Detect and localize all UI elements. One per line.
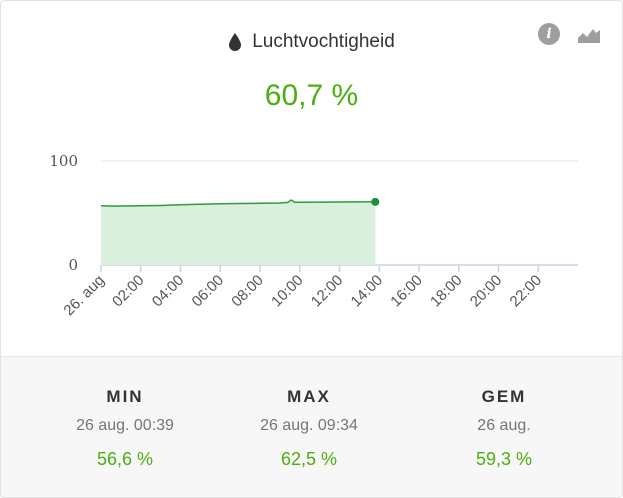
stat-min-time: 26 aug. 00:39 <box>76 417 174 434</box>
current-value: 60,7 % <box>264 79 359 112</box>
area-chart-icon[interactable] <box>578 25 600 43</box>
stat-max-time: 26 aug. 09:34 <box>260 417 358 434</box>
card-header: Luchtvochtigheid <box>1 31 622 53</box>
x-tick-label: 12:00 <box>308 272 347 311</box>
stats-footer: MIN 26 aug. 00:39 56,6 % MAX 26 aug. 09:… <box>1 356 622 497</box>
stat-min-value: 56,6 % <box>96 449 154 469</box>
x-tick-label: 16:00 <box>387 272 426 311</box>
x-tick-label: 10:00 <box>268 272 307 311</box>
x-tick-label: 14:00 <box>348 272 387 311</box>
stat-max: MAX 26 aug. 09:34 62,5 % <box>209 387 409 470</box>
x-tick-label: 08:00 <box>228 272 267 311</box>
stat-min: MIN 26 aug. 00:39 56,6 % <box>25 387 225 470</box>
stat-avg-time: 26 aug. <box>477 417 531 434</box>
x-tick-label: 06:00 <box>189 272 228 311</box>
y-tick-label: 0 <box>68 256 78 274</box>
info-icon[interactable]: i <box>538 23 560 45</box>
x-tick-label: 22:00 <box>507 272 546 311</box>
stat-avg-value: 59,3 % <box>475 449 533 469</box>
x-tick-label: 04:00 <box>149 272 188 311</box>
chart-end-marker <box>371 197 380 206</box>
y-tick-label: 100 <box>49 152 78 170</box>
card-actions: i <box>538 23 600 45</box>
stat-min-label: MIN <box>106 387 144 406</box>
chart-series-line <box>100 199 376 207</box>
x-tick-label: 26. aug <box>60 272 107 319</box>
humidity-chart: 100 0 26. aug 02:00 04:00 06:00 08:00 10:00 12:… <box>49 152 578 319</box>
stat-max-value: 62,5 % <box>280 449 338 469</box>
card-title: Luchtvochtigheid <box>252 31 395 52</box>
stat-max-label: MAX <box>287 387 331 406</box>
x-tick-label: 20:00 <box>467 272 506 311</box>
stat-avg: GEM 26 aug. 59,3 % <box>404 387 604 470</box>
water-drop-icon <box>229 33 242 51</box>
x-tick-label: 18:00 <box>427 272 466 311</box>
stat-avg-label: GEM <box>481 387 527 406</box>
x-tick-label: 02:00 <box>109 272 148 311</box>
chart-area-fill <box>101 200 376 265</box>
